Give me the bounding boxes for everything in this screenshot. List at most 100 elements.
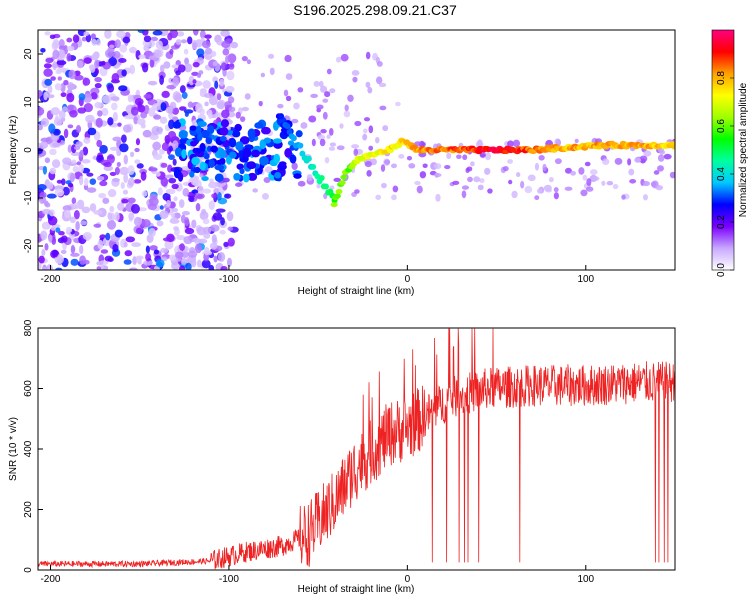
noise-blob bbox=[94, 59, 100, 70]
noise-blob bbox=[111, 102, 118, 111]
noise-blob bbox=[119, 166, 130, 176]
noise-blob bbox=[153, 153, 163, 160]
noise-blob bbox=[56, 179, 63, 184]
noise-blob bbox=[553, 187, 559, 193]
noise-blob bbox=[344, 104, 349, 112]
noise-blob bbox=[99, 264, 108, 270]
noise-blob bbox=[159, 64, 165, 73]
noise-blob bbox=[41, 197, 47, 204]
noise-blob bbox=[40, 137, 51, 143]
noise-blob bbox=[81, 159, 91, 164]
noise-blob bbox=[202, 188, 212, 194]
top-xlabel: Height of straight line (km) bbox=[298, 286, 415, 297]
noise-blob bbox=[160, 176, 169, 187]
noise-blob bbox=[123, 154, 128, 165]
noise-blob bbox=[101, 60, 106, 66]
noise-blob bbox=[263, 177, 271, 184]
noise-blob bbox=[147, 80, 158, 86]
noise-blob bbox=[152, 141, 162, 151]
noise-blob bbox=[105, 232, 111, 241]
noise-blob bbox=[127, 177, 135, 187]
track-blob bbox=[189, 125, 197, 131]
noise-blob bbox=[165, 174, 174, 179]
noise-blob bbox=[78, 175, 84, 186]
noise-blob bbox=[328, 146, 336, 151]
noise-blob bbox=[133, 116, 139, 125]
noise-blob bbox=[195, 203, 201, 212]
noise-blob bbox=[171, 207, 179, 213]
noise-blob bbox=[66, 92, 75, 103]
noise-blob bbox=[95, 117, 103, 128]
noise-blob bbox=[461, 190, 467, 199]
noise-blob bbox=[135, 227, 143, 234]
noise-blob bbox=[244, 93, 251, 100]
noise-blob bbox=[101, 107, 109, 116]
bottom-xtick-label: 100 bbox=[577, 574, 594, 585]
noise-blob bbox=[133, 179, 142, 184]
noise-blob bbox=[167, 130, 177, 141]
noise-blob bbox=[553, 192, 559, 200]
track-blob bbox=[200, 129, 210, 139]
noise-blob bbox=[178, 199, 185, 209]
noise-blob bbox=[91, 38, 97, 46]
noise-blob bbox=[81, 206, 91, 214]
noise-blob bbox=[55, 69, 62, 75]
noise-blob bbox=[159, 210, 169, 219]
noise-blob bbox=[362, 133, 368, 141]
noise-blob bbox=[101, 94, 112, 104]
noise-blob bbox=[148, 228, 156, 237]
noise-blob bbox=[239, 116, 246, 122]
noise-blob bbox=[291, 162, 298, 171]
noise-blob bbox=[79, 244, 84, 255]
noise-blob bbox=[66, 45, 75, 52]
noise-blob bbox=[66, 53, 72, 62]
noise-blob bbox=[621, 194, 626, 200]
noise-blob bbox=[116, 30, 126, 39]
snr-series-line bbox=[38, 328, 675, 570]
track-blob bbox=[192, 147, 202, 154]
noise-blob bbox=[70, 252, 80, 257]
noise-blob bbox=[58, 231, 65, 236]
noise-blob bbox=[329, 88, 336, 94]
noise-blob bbox=[97, 176, 105, 181]
noise-blob bbox=[293, 102, 300, 110]
noise-blob bbox=[434, 172, 442, 178]
noise-blob bbox=[326, 134, 331, 140]
noise-blob bbox=[380, 164, 386, 172]
noise-blob bbox=[168, 112, 174, 120]
noise-blob bbox=[527, 174, 536, 182]
noise-blob bbox=[170, 212, 176, 218]
noise-blob bbox=[172, 158, 177, 166]
noise-blob bbox=[106, 220, 117, 230]
noise-blob bbox=[642, 180, 650, 187]
noise-blob bbox=[125, 236, 136, 243]
noise-blob bbox=[95, 39, 101, 46]
noise-blob bbox=[151, 125, 162, 136]
noise-blob bbox=[104, 255, 113, 262]
noise-blob bbox=[375, 194, 382, 200]
noise-blob bbox=[174, 92, 183, 103]
noise-blob bbox=[226, 70, 235, 81]
noise-blob bbox=[226, 211, 234, 222]
noise-blob bbox=[354, 189, 360, 194]
noise-blob bbox=[102, 197, 110, 204]
noise-blob bbox=[96, 266, 102, 270]
noise-blob bbox=[395, 101, 401, 107]
noise-blob bbox=[73, 202, 79, 210]
noise-blob bbox=[264, 166, 273, 173]
noise-blob bbox=[107, 117, 114, 126]
noise-blob bbox=[484, 167, 491, 175]
noise-blob bbox=[99, 144, 108, 154]
noise-blob bbox=[655, 185, 664, 191]
track-blob bbox=[219, 135, 227, 142]
noise-blob bbox=[89, 178, 97, 185]
noise-blob bbox=[73, 145, 81, 150]
noise-blob bbox=[181, 91, 188, 99]
top-ytick-label: 20 bbox=[23, 48, 34, 60]
noise-blob bbox=[136, 163, 144, 169]
noise-blob bbox=[175, 39, 182, 45]
noise-blob bbox=[467, 176, 473, 183]
noise-blob bbox=[484, 152, 492, 161]
noise-blob bbox=[69, 109, 78, 118]
